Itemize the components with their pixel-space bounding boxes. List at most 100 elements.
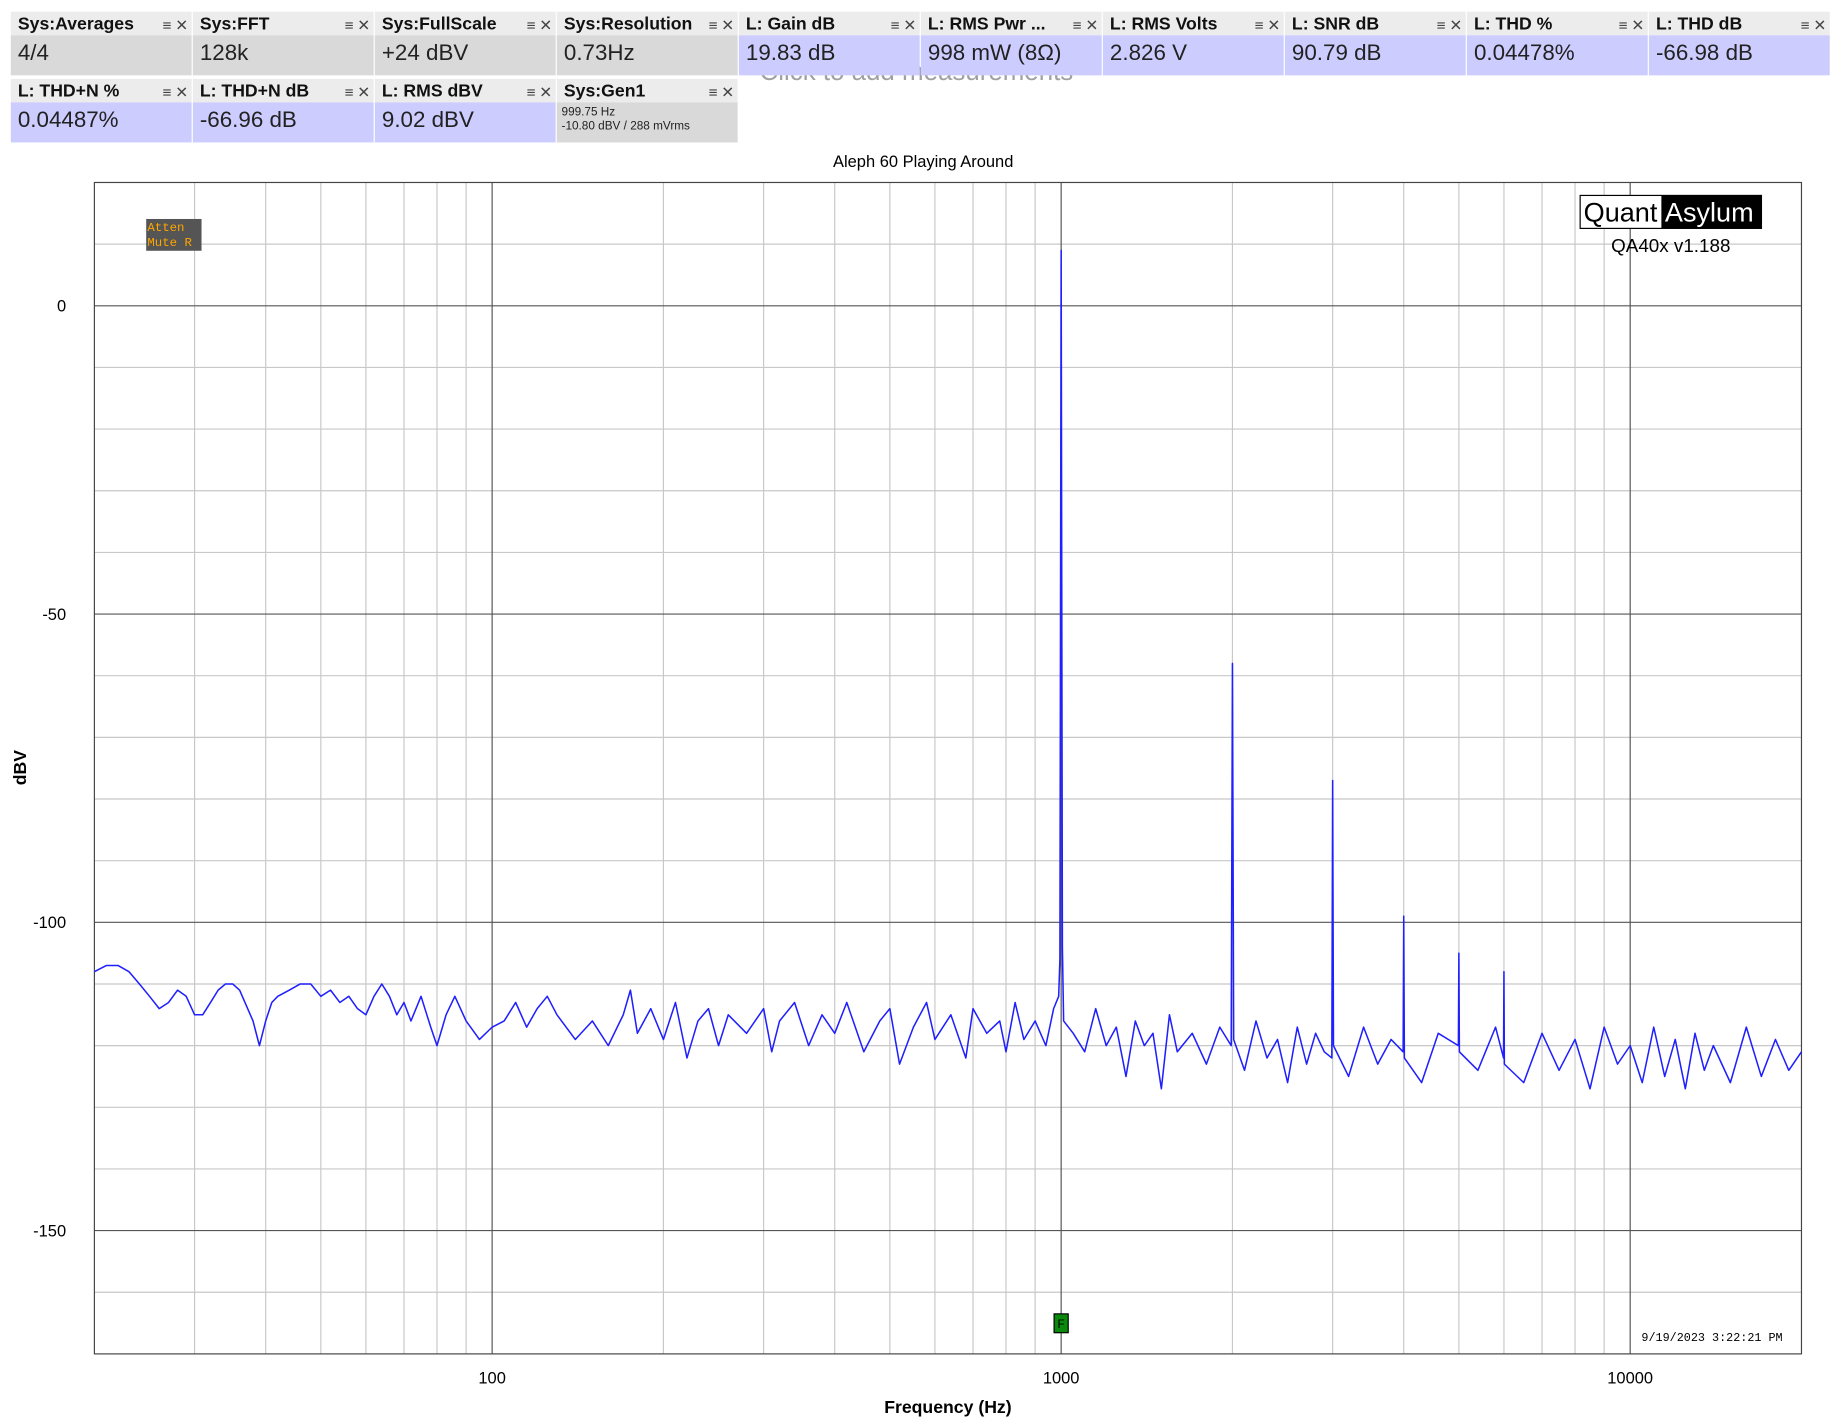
tile-menu-icon[interactable]: ≡ — [527, 85, 536, 102]
measurement-tile[interactable]: Sys:FullScale ≡ ✕ +24 dBV — [374, 11, 556, 76]
measurement-tile[interactable]: L: RMS dBV ≡ ✕ 9.02 dBV — [374, 78, 556, 143]
tile-menu-icon[interactable]: ≡ — [709, 85, 718, 102]
tile-menu-icon[interactable]: ≡ — [709, 18, 718, 35]
tile-value: 90.79 dB — [1292, 40, 1382, 65]
measurement-tile[interactable]: L: RMS Pwr ... ≡ ✕ 998 mW (8Ω) — [920, 11, 1102, 76]
tile-close-icon[interactable]: ✕ — [357, 85, 370, 102]
spectrum-line — [94, 249, 1803, 1090]
x-tick-label: 100 — [478, 1369, 505, 1387]
tile-close-icon[interactable]: ✕ — [1085, 18, 1098, 35]
tile-close-icon[interactable]: ✕ — [1631, 18, 1644, 35]
tile-close-icon[interactable]: ✕ — [175, 85, 188, 102]
frequency-marker[interactable] — [1053, 1313, 1069, 1334]
y-tick-label: -100 — [33, 914, 66, 932]
tile-value: 0.04487% — [18, 107, 119, 132]
tile-close-icon[interactable]: ✕ — [1813, 18, 1826, 35]
chart-title: Aleph 60 Playing Around — [833, 153, 1013, 171]
tile-menu-icon[interactable]: ≡ — [345, 85, 354, 102]
tile-title: L: SNR dB — [1292, 13, 1379, 33]
measurement-tile[interactable]: L: THD+N % ≡ ✕ 0.04487% — [10, 78, 192, 143]
x-axis-label: Frequency (Hz) — [884, 1397, 1011, 1417]
tile-title: Sys:FullScale — [382, 13, 497, 33]
y-axis-label: dBV — [10, 750, 30, 786]
tile-close-icon[interactable]: ✕ — [721, 85, 734, 102]
logo-text: Asylum — [1665, 196, 1754, 227]
tile-value: +24 dBV — [382, 40, 468, 65]
tile-title: L: RMS Volts — [1110, 13, 1218, 33]
tile-close-icon[interactable]: ✕ — [539, 85, 552, 102]
tile-header — [1648, 11, 1830, 36]
tile-close-icon[interactable]: ✕ — [903, 18, 916, 35]
tile-header — [1466, 11, 1648, 36]
tile-body — [192, 35, 374, 76]
tile-menu-icon[interactable]: ≡ — [163, 85, 172, 102]
timestamp: 9/19/2023 3:22:21 PM — [1641, 1331, 1782, 1345]
logo-text: Quant — [1584, 196, 1658, 227]
tile-title: Sys:Averages — [18, 13, 134, 33]
tile-body — [920, 35, 1102, 76]
tile-body — [10, 35, 192, 76]
measurement-tile[interactable]: L: RMS Volts ≡ ✕ 2.826 V — [1102, 11, 1284, 76]
tile-line: -10.80 dBV / 288 mVrms — [562, 120, 691, 133]
tile-menu-icon[interactable]: ≡ — [1073, 18, 1082, 35]
tile-value: 4/4 — [18, 40, 49, 65]
measurement-tile[interactable]: L: Gain dB ≡ ✕ 19.83 dB — [738, 11, 920, 76]
badge-text: Mute R — [147, 236, 192, 250]
measurement-tile[interactable]: Sys:Gen1 ≡ ✕ 999.75 Hz -10.80 dBV / 288 mVrm… — [556, 78, 738, 143]
tile-menu-icon[interactable]: ≡ — [527, 18, 536, 35]
tile-value: -66.98 dB — [1656, 40, 1753, 65]
tile-body — [1284, 35, 1466, 76]
tile-header — [556, 11, 738, 36]
y-tick-label: -50 — [42, 606, 66, 624]
tile-body — [738, 35, 920, 76]
tile-close-icon[interactable]: ✕ — [357, 18, 370, 35]
tile-header — [374, 78, 556, 103]
y-tick-label: -150 — [33, 1222, 66, 1240]
measurement-tile[interactable]: L: THD dB ≡ ✕ -66.98 dB — [1648, 11, 1830, 76]
tile-menu-icon[interactable]: ≡ — [1801, 18, 1810, 35]
tile-body — [1648, 35, 1830, 76]
tile-title: L: Gain dB — [746, 13, 835, 33]
x-tick-label: 1000 — [1043, 1369, 1080, 1387]
tile-menu-icon[interactable]: ≡ — [163, 18, 172, 35]
tile-title: Sys:FFT — [200, 13, 270, 33]
tile-title: L: RMS Pwr ... — [928, 13, 1046, 33]
tile-header — [738, 11, 920, 36]
tile-menu-icon[interactable]: ≡ — [1255, 18, 1264, 35]
tile-line: 999.75 Hz — [562, 105, 616, 118]
tile-header — [1102, 11, 1284, 36]
tile-value: 998 mW (8Ω) — [928, 40, 1062, 65]
tile-close-icon[interactable]: ✕ — [1449, 18, 1462, 35]
tile-close-icon[interactable]: ✕ — [1267, 18, 1280, 35]
tile-menu-icon[interactable]: ≡ — [1437, 18, 1446, 35]
tile-header — [10, 11, 192, 36]
badge-box — [146, 218, 202, 251]
tile-header — [10, 78, 192, 103]
tile-header — [1284, 11, 1466, 36]
measurement-tile[interactable]: L: SNR dB ≡ ✕ 90.79 dB — [1284, 11, 1466, 76]
tile-value: -66.96 dB — [200, 107, 297, 132]
tile-close-icon[interactable]: ✕ — [721, 18, 734, 35]
tile-body — [374, 102, 556, 143]
plot-frame — [93, 181, 1803, 1355]
tile-close-icon[interactable]: ✕ — [175, 18, 188, 35]
measurement-tile[interactable]: Sys:Averages ≡ ✕ 4/4 — [10, 11, 192, 76]
tile-menu-icon[interactable]: ≡ — [1619, 18, 1628, 35]
tile-title: L: THD+N % — [18, 81, 120, 101]
tile-menu-icon[interactable]: ≡ — [891, 18, 900, 35]
tile-title: L: THD % — [1474, 13, 1553, 33]
tile-menu-icon[interactable]: ≡ — [345, 18, 354, 35]
tile-value: 19.83 dB — [746, 40, 836, 65]
tile-close-icon[interactable]: ✕ — [539, 18, 552, 35]
tile-value: 9.02 dBV — [382, 107, 474, 132]
tile-body — [556, 35, 738, 76]
tile-header — [192, 78, 374, 103]
tile-title: L: RMS dBV — [382, 81, 483, 101]
measurement-tile[interactable]: Sys:Resolution ≡ ✕ 0.73Hz — [556, 11, 738, 76]
measurement-tile[interactable]: L: THD+N dB ≡ ✕ -66.96 dB — [192, 78, 374, 143]
measurement-tile[interactable]: L: THD % ≡ ✕ 0.04478% — [1466, 11, 1648, 76]
measurement-tile[interactable]: Sys:FFT ≡ ✕ 128k — [192, 11, 374, 76]
tile-header — [920, 11, 1102, 36]
tile-header — [192, 11, 374, 36]
tile-body — [192, 102, 374, 143]
